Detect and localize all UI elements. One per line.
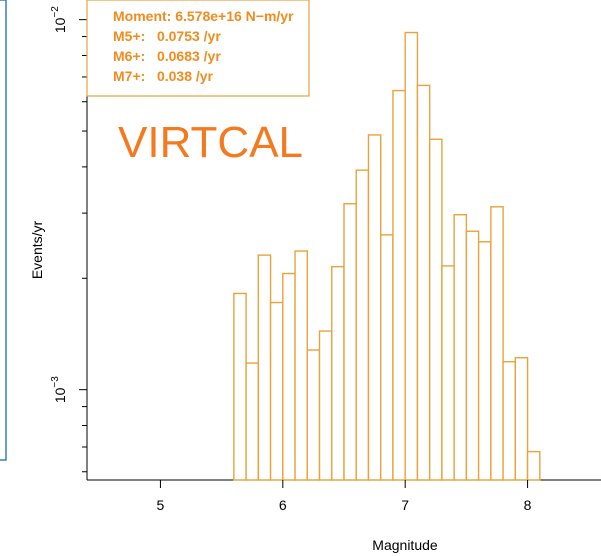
y-axis-title: Events/yr — [29, 220, 45, 279]
x-tick-label: 7 — [401, 497, 409, 513]
histogram-bar — [490, 206, 504, 481]
left-panel-edge — [0, 0, 7, 461]
histogram-bar — [465, 230, 480, 481]
histogram-bar — [269, 301, 284, 481]
svg-text:10−3: 10−3 — [50, 376, 68, 403]
histogram-bar — [392, 89, 406, 481]
stats-box — [86, 0, 310, 97]
m5-rate-label: M5+: 0.0753 /yr — [113, 28, 221, 44]
histogram-bar — [380, 234, 394, 481]
m6-rate-label: M6+: 0.0683 /yr — [113, 48, 221, 64]
histogram-bar — [306, 349, 321, 481]
histogram-bar — [526, 450, 541, 481]
histogram-bars — [233, 31, 541, 481]
svg-text:10−2: 10−2 — [50, 6, 68, 33]
histogram-bar — [331, 265, 345, 481]
m7-rate-label: M7+: 0.038 /yr — [113, 68, 214, 84]
histogram-bar — [441, 265, 455, 481]
histogram-bar — [477, 241, 492, 481]
histogram-bar — [294, 250, 308, 481]
histogram-bar — [502, 361, 517, 481]
histogram-bar — [453, 214, 468, 481]
histogram-bar — [282, 272, 296, 481]
histogram-bar — [404, 31, 419, 481]
virtcal-watermark: VIRTCAL — [118, 118, 303, 167]
histogram-bar — [514, 357, 529, 481]
histogram-bar — [245, 362, 260, 481]
x-tick-label: 6 — [279, 497, 287, 513]
x-axis-title: Magnitude — [372, 537, 438, 553]
histogram-bar — [367, 134, 382, 481]
histogram-bar — [428, 138, 443, 481]
histogram-bar — [318, 330, 333, 481]
histogram-bar — [343, 203, 357, 481]
y-tick-label: 10−3 — [50, 376, 68, 403]
histogram-bar — [416, 84, 431, 481]
axis-ticks: 5 6 7 8 10−2 10−3 — [50, 6, 532, 513]
x-tick-label: 8 — [524, 497, 532, 513]
moment-label: Moment: 6.578e+16 N−m/yr — [113, 8, 294, 24]
y-tick-label: 10−2 — [50, 6, 68, 33]
x-tick-label: 5 — [157, 497, 165, 513]
histogram-bar — [233, 292, 247, 481]
histogram-bar — [355, 169, 370, 481]
histogram-bar — [257, 254, 272, 481]
